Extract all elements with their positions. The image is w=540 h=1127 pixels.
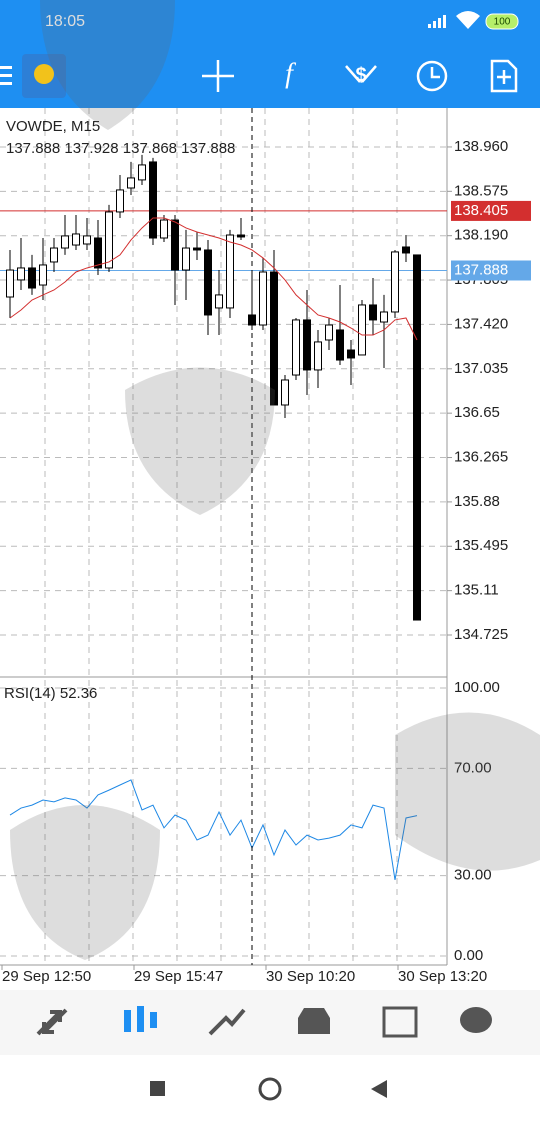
crosshair-button[interactable] <box>202 60 234 92</box>
vertical-grid <box>0 108 447 965</box>
signal-icon <box>428 15 446 28</box>
price-label: 137.888 <box>454 261 508 278</box>
back-button[interactable] <box>371 1080 387 1098</box>
battery-level: 100 <box>494 17 511 28</box>
price-label-bg <box>451 200 531 221</box>
x-tick-label: 30 Sep 13:20 <box>398 968 487 985</box>
candle-body <box>182 247 190 271</box>
y-tick-label: 136.65 <box>454 404 500 421</box>
candle-body <box>325 324 333 341</box>
candle-body <box>281 379 289 406</box>
candle-body <box>94 237 102 269</box>
indicators-button[interactable]: f <box>285 58 296 89</box>
chat-tab[interactable] <box>460 1007 492 1033</box>
rsi-line <box>9 779 418 880</box>
symbol-button[interactable]: $ <box>345 64 377 86</box>
candle-body <box>358 304 366 356</box>
candle-body <box>171 219 179 271</box>
y-tick-label: 138.960 <box>454 138 508 155</box>
y-tick-label: 138.190 <box>454 227 508 244</box>
candle-body <box>204 249 212 316</box>
home-button[interactable] <box>258 1077 282 1101</box>
wifi-icon <box>456 11 480 29</box>
y-tick-label: 30.00 <box>454 867 492 884</box>
x-tick-label: 29 Sep 15:47 <box>134 968 223 985</box>
candle-body <box>149 161 157 239</box>
candle-body <box>413 254 421 621</box>
new-order-button[interactable] <box>490 59 518 93</box>
y-tick-label: 137.420 <box>454 315 508 332</box>
candle-body <box>6 269 14 298</box>
candle-body <box>138 164 146 181</box>
candle-body <box>116 189 124 213</box>
y-tick-label: 100.00 <box>454 679 500 696</box>
y-tick-label: 135.88 <box>454 493 500 510</box>
candle-body <box>380 311 388 323</box>
moving-average <box>9 217 418 341</box>
app-logo-mark <box>34 64 54 84</box>
clock: 18:05 <box>45 13 85 30</box>
candle-body <box>314 341 322 371</box>
recents-button[interactable] <box>150 1081 165 1096</box>
period-button[interactable] <box>416 60 448 92</box>
x-tick-label: 29 Sep 12:50 <box>2 968 91 985</box>
y-tick-label: 135.495 <box>454 537 508 554</box>
menu-button[interactable] <box>0 66 12 85</box>
candle-body <box>105 211 113 269</box>
svg-text:$: $ <box>355 64 366 86</box>
candle-body <box>402 246 410 254</box>
battery-icon <box>485 13 519 30</box>
candle-body <box>215 294 223 309</box>
quotes-tab[interactable] <box>36 1008 68 1036</box>
watermarks <box>10 0 540 960</box>
y-tick-label: 137.035 <box>454 360 508 377</box>
candle-body <box>336 329 344 361</box>
candle-body <box>17 267 25 281</box>
history-tab[interactable] <box>298 1008 330 1034</box>
candle-body <box>83 235 91 245</box>
trade-tab[interactable] <box>208 1008 246 1036</box>
system-nav <box>0 1055 540 1122</box>
candle-body <box>391 251 399 313</box>
candle-body <box>39 264 47 286</box>
candle-body <box>193 247 201 251</box>
candle-body <box>369 304 377 321</box>
candle-body <box>50 247 58 263</box>
price-label-bg <box>451 260 531 281</box>
candle-body <box>160 219 168 239</box>
candle-body <box>127 177 135 189</box>
candle-body <box>72 233 80 246</box>
bottom-nav <box>0 990 540 1055</box>
candle-body <box>292 319 300 376</box>
candle-body <box>61 235 69 249</box>
y-tick-label: 138.575 <box>454 182 508 199</box>
candle-body <box>270 271 278 406</box>
candle-body <box>303 319 311 371</box>
x-tick-label: 30 Sep 10:20 <box>266 968 355 985</box>
candle-body <box>226 234 234 309</box>
y-tick-label: 134.725 <box>454 626 508 643</box>
y-tick-label: 0.00 <box>454 947 483 964</box>
chart-tab[interactable] <box>124 1006 157 1032</box>
news-tab[interactable] <box>382 1006 418 1038</box>
y-tick-label: 136.265 <box>454 449 508 466</box>
candle-body <box>28 267 36 289</box>
plot: 138.960138.575138.190137.805137.420137.0… <box>0 138 531 985</box>
y-tick-label: 135.11 <box>454 582 499 599</box>
ohlc-label: 137.888 137.928 137.868 137.888 <box>6 140 235 157</box>
candle-body <box>237 234 245 238</box>
candle-body <box>259 271 267 326</box>
symbol-label: VOWDE, M15 <box>6 118 100 135</box>
indicator-label: RSI(14) 52.36 <box>4 685 97 702</box>
candle-body <box>347 349 355 359</box>
y-tick-label: 70.00 <box>454 759 492 776</box>
app-bar <box>0 0 540 108</box>
price-label: 138.405 <box>454 202 508 219</box>
